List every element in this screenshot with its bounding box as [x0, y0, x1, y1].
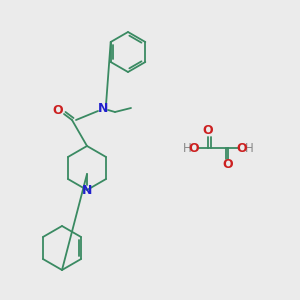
- Text: N: N: [82, 184, 92, 196]
- Text: N: N: [98, 101, 108, 115]
- Text: O: O: [53, 103, 63, 116]
- Text: O: O: [223, 158, 233, 172]
- Text: H: H: [183, 142, 191, 154]
- Text: O: O: [203, 124, 213, 137]
- Text: O: O: [237, 142, 247, 154]
- Text: O: O: [189, 142, 199, 154]
- Text: H: H: [244, 142, 253, 154]
